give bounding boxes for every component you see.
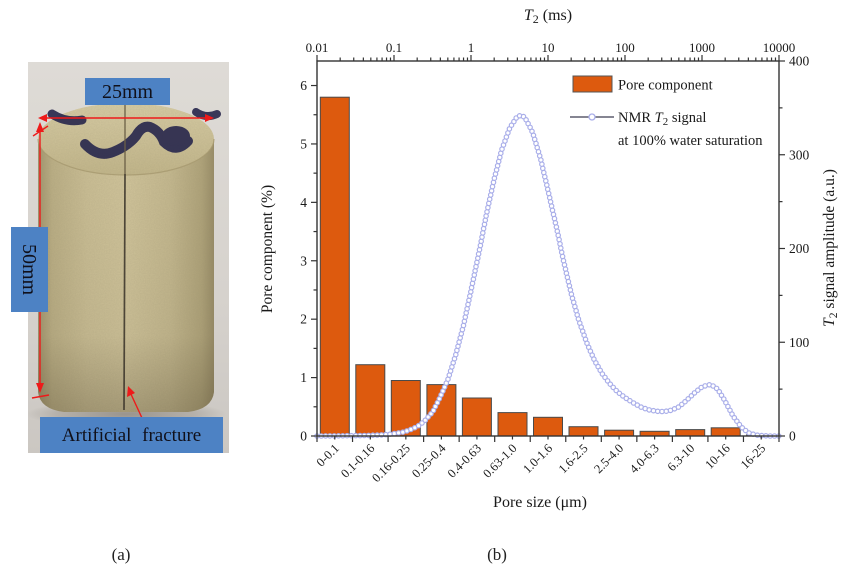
svg-text:0: 0 — [300, 429, 307, 444]
nmr-curve-markers — [314, 113, 782, 439]
svg-text:1.0-1.6: 1.0-1.6 — [520, 441, 555, 476]
svg-text:2.5-4.0: 2.5-4.0 — [591, 441, 626, 476]
svg-text:0-0.1: 0-0.1 — [314, 441, 342, 469]
legend-bar-label: Pore component — [618, 78, 713, 94]
right-axis: 0 100 200 300 400 T2 signal amplitude (a.u.) — [779, 54, 840, 444]
top-axis-title: T2 (ms) — [524, 7, 572, 26]
left-axis-title: Pore component (%) — [259, 185, 276, 313]
bottom-axis: 0-0.10.1-0.160.16-0.250.25-0.40.4-0.630.… — [314, 436, 780, 511]
svg-text:6.3-10: 6.3-10 — [665, 441, 698, 474]
bar-0.1-0.16 — [355, 364, 386, 437]
fracture-line — [123, 104, 126, 411]
svg-text:300: 300 — [789, 147, 810, 162]
legend-marker-swatch — [588, 113, 596, 121]
ink-mark — [47, 108, 221, 159]
svg-text:16-25: 16-25 — [738, 441, 769, 472]
svg-text:5: 5 — [300, 136, 307, 151]
svg-text:0.63-1.0: 0.63-1.0 — [480, 441, 519, 480]
svg-text:10-16: 10-16 — [702, 441, 733, 472]
svg-text:1: 1 — [468, 40, 475, 55]
bar-0.63-1.0 — [497, 412, 528, 437]
core-photo-panel: 25mm 50mm Artificial fracture — [11, 62, 229, 453]
height-label: 50mm — [11, 227, 48, 312]
svg-text:1: 1 — [300, 370, 307, 385]
svg-text:4: 4 — [300, 195, 307, 210]
bar-0.4-0.63 — [461, 397, 492, 437]
diameter-arrow — [38, 114, 214, 122]
bar-0-0.1 — [319, 96, 350, 437]
svg-text:0: 0 — [789, 429, 796, 444]
legend-bar-swatch — [572, 75, 613, 93]
legend-line-label-2: at 100% water saturation — [618, 133, 763, 149]
core-cylinder — [37, 103, 221, 412]
svg-text:400: 400 — [789, 54, 810, 69]
right-axis-title: T2 signal amplitude (a.u.) — [821, 169, 840, 327]
caption-b: (b) — [487, 545, 507, 564]
bottom-axis-title: Pore size (μm) — [493, 494, 587, 511]
svg-text:2: 2 — [300, 312, 307, 327]
bar-1.6-2.5 — [568, 426, 599, 437]
svg-text:0.01: 0.01 — [306, 40, 329, 55]
nmr-curve — [316, 114, 779, 437]
bar-10-16 — [710, 427, 741, 437]
svg-text:0.16-0.25: 0.16-0.25 — [369, 441, 413, 485]
svg-text:1000: 1000 — [689, 40, 715, 55]
bar-4.0-6.3 — [639, 430, 670, 437]
svg-text:10: 10 — [542, 40, 555, 55]
svg-text:3: 3 — [300, 253, 307, 268]
bar-1.0-1.6 — [533, 416, 563, 437]
svg-text:100: 100 — [615, 40, 635, 55]
left-axis: 0 1 2 3 4 5 6 Pore component (%) — [259, 78, 317, 444]
bar-2.5-4.0 — [604, 429, 635, 437]
legend-line-label: NMR T2 signal — [618, 110, 706, 128]
fracture-label: Artificial fracture — [40, 417, 223, 453]
diameter-label: 25mm — [85, 78, 170, 105]
svg-text:0.4-0.63: 0.4-0.63 — [445, 441, 484, 480]
fracture-arrow — [127, 386, 143, 419]
svg-text:100: 100 — [789, 335, 810, 350]
svg-text:1.6-2.5: 1.6-2.5 — [556, 441, 591, 476]
svg-text:6: 6 — [300, 78, 307, 93]
svg-text:0.25-0.4: 0.25-0.4 — [409, 441, 449, 481]
top-axis: 0.01 0.1 1 10 100 1000 10000 T2 (ms) — [306, 7, 796, 61]
legend: Pore component NMR T2 signal at 100% water… — [570, 75, 763, 149]
core-photo — [28, 62, 229, 453]
svg-text:4.0-6.3: 4.0-6.3 — [627, 441, 662, 476]
svg-text:10000: 10000 — [763, 40, 796, 55]
svg-text:0.1: 0.1 — [386, 40, 402, 55]
bar-6.3-10 — [675, 429, 706, 437]
svg-text:200: 200 — [789, 241, 810, 256]
caption-a: (a) — [111, 545, 131, 564]
plot-frame — [316, 60, 780, 437]
